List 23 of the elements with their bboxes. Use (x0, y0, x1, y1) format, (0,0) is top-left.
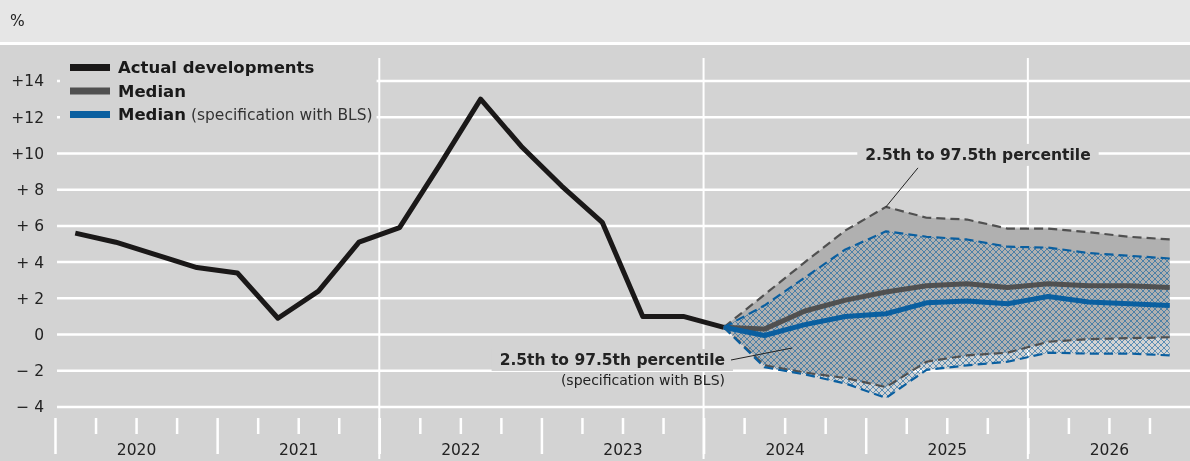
legend-label: Median (118, 81, 186, 101)
y-tick-label: +10 (11, 144, 44, 163)
x-tick-label: 2021 (278, 441, 319, 460)
x-tick-label: 2020 (116, 441, 157, 460)
x-tick-label: 2024 (765, 441, 805, 460)
x-tick-label: 2026 (1089, 441, 1130, 460)
x-tick-label: 2023 (603, 441, 643, 460)
y-tick-label: + 4 (16, 253, 44, 272)
y-tick-label: − 2 (16, 362, 44, 381)
y-tick-label: 0 (34, 326, 44, 345)
y-tick-label: + 2 (16, 289, 44, 308)
x-tick-label: 2025 (927, 441, 968, 460)
x-tick-label: 2022 (441, 441, 481, 460)
y-axis-title: % (10, 12, 25, 30)
y-tick-label: + 6 (16, 217, 44, 236)
y-tick-label: + 8 (16, 181, 44, 200)
y-tick-label: +12 (11, 108, 44, 127)
annotation: 2.5th to 97.5th percentile (865, 145, 1091, 164)
annotation: 2.5th to 97.5th percentile (specification with BLS) (499, 351, 725, 388)
legend-label: Median (specification with BLS) (118, 105, 373, 124)
legend-label: Actual developments (118, 58, 315, 77)
y-tick-label: − 4 (16, 398, 44, 417)
y-tick-label: +14 (11, 72, 44, 91)
